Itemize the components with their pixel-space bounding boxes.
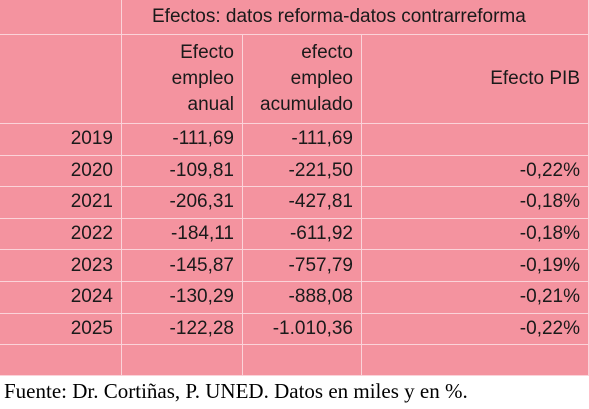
year: 2024 xyxy=(70,286,113,308)
value-cell: -221,50 xyxy=(243,155,362,188)
source-note: Fuente: Dr. Cortiñas, P. UNED. Datos en … xyxy=(4,379,468,403)
value: -111,69 xyxy=(291,128,353,150)
year-cell: 2021 xyxy=(0,187,122,219)
header-line: acumulado xyxy=(260,94,353,115)
value-cell: -1.010,36 xyxy=(243,313,362,346)
value-cell: -109,81 xyxy=(122,155,243,188)
column-header: efecto empleo acumulado xyxy=(243,35,362,124)
value-cell: -145,87 xyxy=(122,250,243,282)
value-cell: -888,08 xyxy=(243,282,362,314)
value: -757,79 xyxy=(288,254,353,276)
value-cell xyxy=(362,124,589,156)
year-cell: 2022 xyxy=(0,218,122,251)
value: -184,11 xyxy=(170,223,234,245)
year: 2023 xyxy=(70,254,113,276)
value-cell: -0,21% xyxy=(362,282,589,314)
header-line: anual xyxy=(187,94,235,115)
empty-cell xyxy=(0,345,122,376)
header-line: empleo xyxy=(290,68,353,89)
value: -1.010,36 xyxy=(272,317,353,339)
empty-cell xyxy=(362,345,589,376)
year-cell: 2024 xyxy=(0,282,122,314)
value-cell: -0,22% xyxy=(362,313,589,346)
value: -109,81 xyxy=(169,159,234,181)
value: -0,19% xyxy=(519,254,580,276)
header-line: empleo xyxy=(171,68,234,89)
table: Efectos: datos reforma-datos contrarrefo… xyxy=(0,0,589,376)
empty-cell xyxy=(122,345,243,376)
value: -0,22% xyxy=(519,159,580,181)
header-line: efecto xyxy=(301,42,353,63)
value: -0,18% xyxy=(519,191,580,213)
column-header: Efecto empleo anual xyxy=(122,35,243,124)
value: -427,81 xyxy=(288,191,353,213)
value: -0,18% xyxy=(519,223,580,245)
year: 2020 xyxy=(70,159,113,181)
value-cell: -122,28 xyxy=(122,313,243,346)
value-cell: -757,79 xyxy=(243,250,362,282)
value-cell: -184,11 xyxy=(122,218,243,251)
value-cell: -0,18% xyxy=(362,218,589,251)
year-cell: 2023 xyxy=(0,250,122,282)
value: -888,08 xyxy=(288,286,353,308)
year-cell: 2025 xyxy=(0,313,122,346)
column-header: Efecto PIB xyxy=(362,35,589,124)
value-cell: -0,19% xyxy=(362,250,589,282)
value-cell: -0,18% xyxy=(362,187,589,219)
value-cell: -111,69 xyxy=(122,124,243,156)
value-cell: -0,22% xyxy=(362,155,589,188)
value: -0,22% xyxy=(519,317,580,339)
corner-cell xyxy=(0,0,122,35)
value-cell: -206,31 xyxy=(122,187,243,219)
header-line: Efecto xyxy=(180,42,234,63)
title-cell: Efectos: datos reforma-datos contrarrefo… xyxy=(122,0,589,35)
value: -145,87 xyxy=(169,254,234,276)
header-line: Efecto PIB xyxy=(490,68,580,89)
year-cell: 2019 xyxy=(0,124,122,156)
year: 2021 xyxy=(70,191,113,213)
value-cell: -130,29 xyxy=(122,282,243,314)
value-cell: -111,69 xyxy=(243,124,362,156)
value: -0,21% xyxy=(519,286,580,308)
corner-cell xyxy=(0,35,122,124)
value-cell: -427,81 xyxy=(243,187,362,219)
year-cell: 2020 xyxy=(0,155,122,188)
value: -611,92 xyxy=(289,223,353,245)
value: -221,50 xyxy=(288,159,353,181)
year: 2025 xyxy=(70,317,113,339)
value: -122,28 xyxy=(169,317,234,339)
year: 2022 xyxy=(70,223,113,245)
empty-cell xyxy=(243,345,362,376)
value: -111,69 xyxy=(172,128,234,150)
value: -130,29 xyxy=(169,286,234,308)
table-title: Efectos: datos reforma-datos contrarrefo… xyxy=(152,6,526,27)
value-cell: -611,92 xyxy=(243,218,362,251)
value: -206,31 xyxy=(169,191,234,213)
year: 2019 xyxy=(70,128,113,150)
